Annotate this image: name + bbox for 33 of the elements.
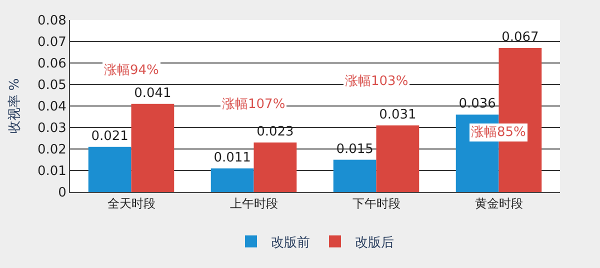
x-tick-label: 黄金时段 [474, 196, 523, 210]
bar [131, 104, 174, 192]
data-label: 0.021 [91, 128, 128, 144]
y-tick-label: 0.03 [37, 121, 66, 136]
legend-label: 改版前 [271, 235, 310, 250]
bar [254, 142, 297, 192]
bar [376, 125, 420, 192]
y-tick-label: 0.08 [37, 14, 66, 29]
annotation: 涨幅107% [222, 97, 286, 112]
data-label: 0.011 [214, 150, 251, 166]
bar [333, 160, 376, 192]
bar [88, 146, 132, 192]
annotation: 涨幅94% [104, 63, 159, 78]
x-tick-label: 下午时段 [352, 196, 400, 210]
y-tick-label: 0 [58, 186, 66, 201]
y-tick-label: 0.02 [37, 142, 66, 158]
y-tick-label: 0.07 [37, 35, 66, 50]
y-tick-label: 0.06 [37, 56, 66, 72]
bar [210, 168, 254, 192]
data-label: 0.041 [134, 86, 172, 101]
annotation: 涨幅85% [471, 125, 526, 140]
data-label: 0.023 [256, 124, 294, 140]
bar [498, 48, 542, 192]
x-tick-label: 上午时段 [230, 196, 278, 210]
data-label: 0.067 [502, 30, 539, 45]
y-axis-title: 收视率 % [6, 78, 22, 134]
y-tick-label: 0.01 [37, 164, 66, 180]
data-label: 0.031 [379, 107, 416, 122]
x-tick-label: 全天时段 [107, 196, 156, 210]
legend-label: 改版后 [355, 235, 394, 250]
y-tick-label: 0.05 [37, 78, 66, 94]
annotation: 涨幅103% [345, 74, 408, 89]
y-tick-label: 0.04 [37, 100, 66, 115]
